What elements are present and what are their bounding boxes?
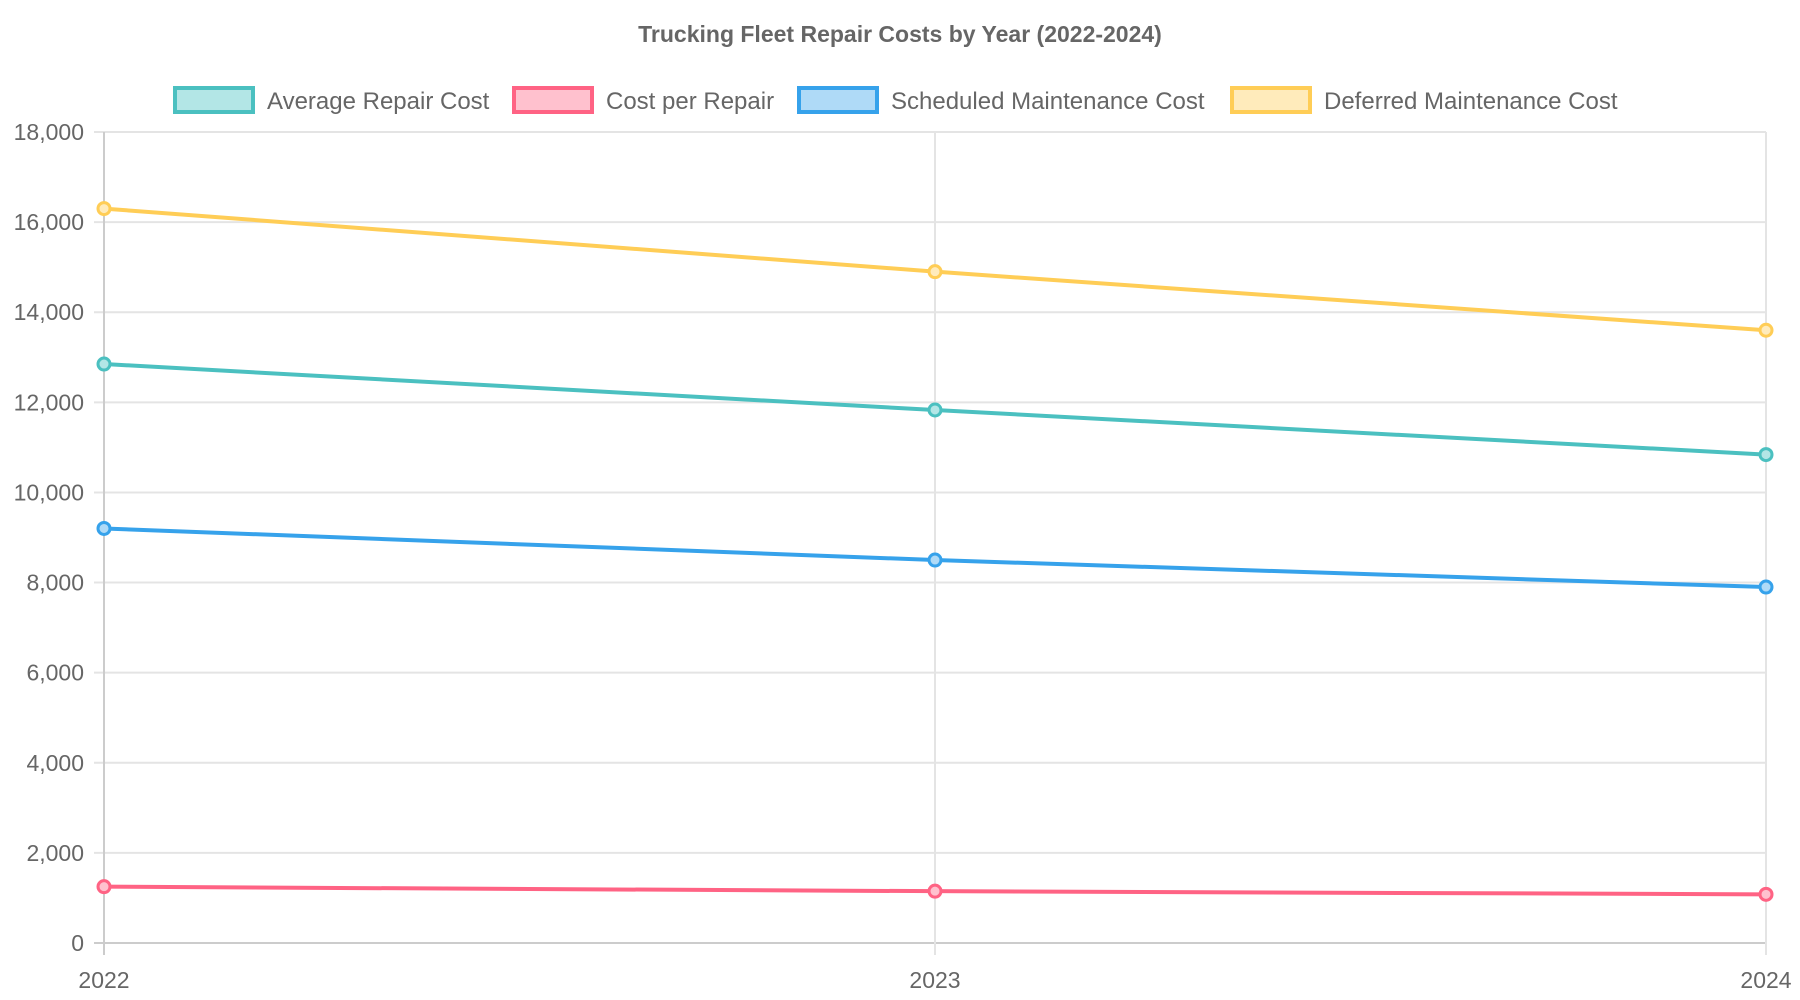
- y-tick-label: 16,000: [14, 209, 84, 235]
- y-tick-label: 4,000: [26, 750, 84, 776]
- data-point: [1758, 322, 1774, 338]
- legend-swatch: [512, 86, 594, 114]
- y-tick-label: 18,000: [14, 119, 84, 145]
- series-deferred-maintenance-cost: [96, 201, 1774, 338]
- legend-item[interactable]: Cost per Repair: [512, 86, 774, 115]
- y-tick-label: 6,000: [26, 660, 84, 686]
- legend-label: Average Repair Cost: [267, 88, 490, 115]
- data-point: [96, 879, 112, 895]
- y-tick-label: 0: [71, 930, 84, 956]
- legend-label: Scheduled Maintenance Cost: [891, 88, 1205, 115]
- data-point: [96, 201, 112, 217]
- x-tick-label: 2023: [909, 967, 960, 993]
- series-average-repair-cost: [96, 356, 1774, 463]
- data-point: [96, 356, 112, 372]
- series-group: [96, 201, 1774, 902]
- data-point: [927, 552, 943, 568]
- y-tick-label: 14,000: [14, 299, 84, 325]
- x-tick-label: 2022: [78, 967, 129, 993]
- y-tick-label: 10,000: [14, 479, 84, 505]
- legend-swatch: [797, 86, 879, 114]
- x-tick-label: 2024: [1740, 967, 1791, 993]
- data-point: [96, 520, 112, 536]
- data-point: [1758, 579, 1774, 595]
- legend-item[interactable]: Deferred Maintenance Cost: [1230, 86, 1618, 115]
- y-axis: 0 2,000 4,000 6,000 8,000 10,000 12,000 14,000 1…: [14, 119, 84, 956]
- data-point: [927, 402, 943, 418]
- series-scheduled-maintenance-cost: [96, 520, 1774, 595]
- data-point: [927, 264, 943, 280]
- x-axis: 2022 2023 2024: [78, 967, 1791, 993]
- grid: [94, 131, 1767, 955]
- legend-item[interactable]: Scheduled Maintenance Cost: [797, 86, 1205, 115]
- data-point: [927, 883, 943, 899]
- y-tick-label: 8,000: [26, 570, 84, 596]
- y-tick-label: 12,000: [14, 389, 84, 415]
- legend-item[interactable]: Average Repair Cost: [173, 86, 490, 115]
- chart-title: Trucking Fleet Repair Costs by Year (202…: [638, 21, 1162, 47]
- legend: Average Repair Cost Cost per Repair Schedu…: [173, 86, 1618, 115]
- legend-label: Cost per Repair: [606, 88, 774, 115]
- legend-label: Deferred Maintenance Cost: [1324, 88, 1618, 115]
- legend-swatch: [173, 86, 255, 114]
- data-point: [1758, 447, 1774, 463]
- y-tick-label: 2,000: [26, 840, 84, 866]
- series-cost-per-repair: [96, 879, 1774, 902]
- data-point: [1758, 886, 1774, 902]
- legend-swatch: [1230, 86, 1312, 114]
